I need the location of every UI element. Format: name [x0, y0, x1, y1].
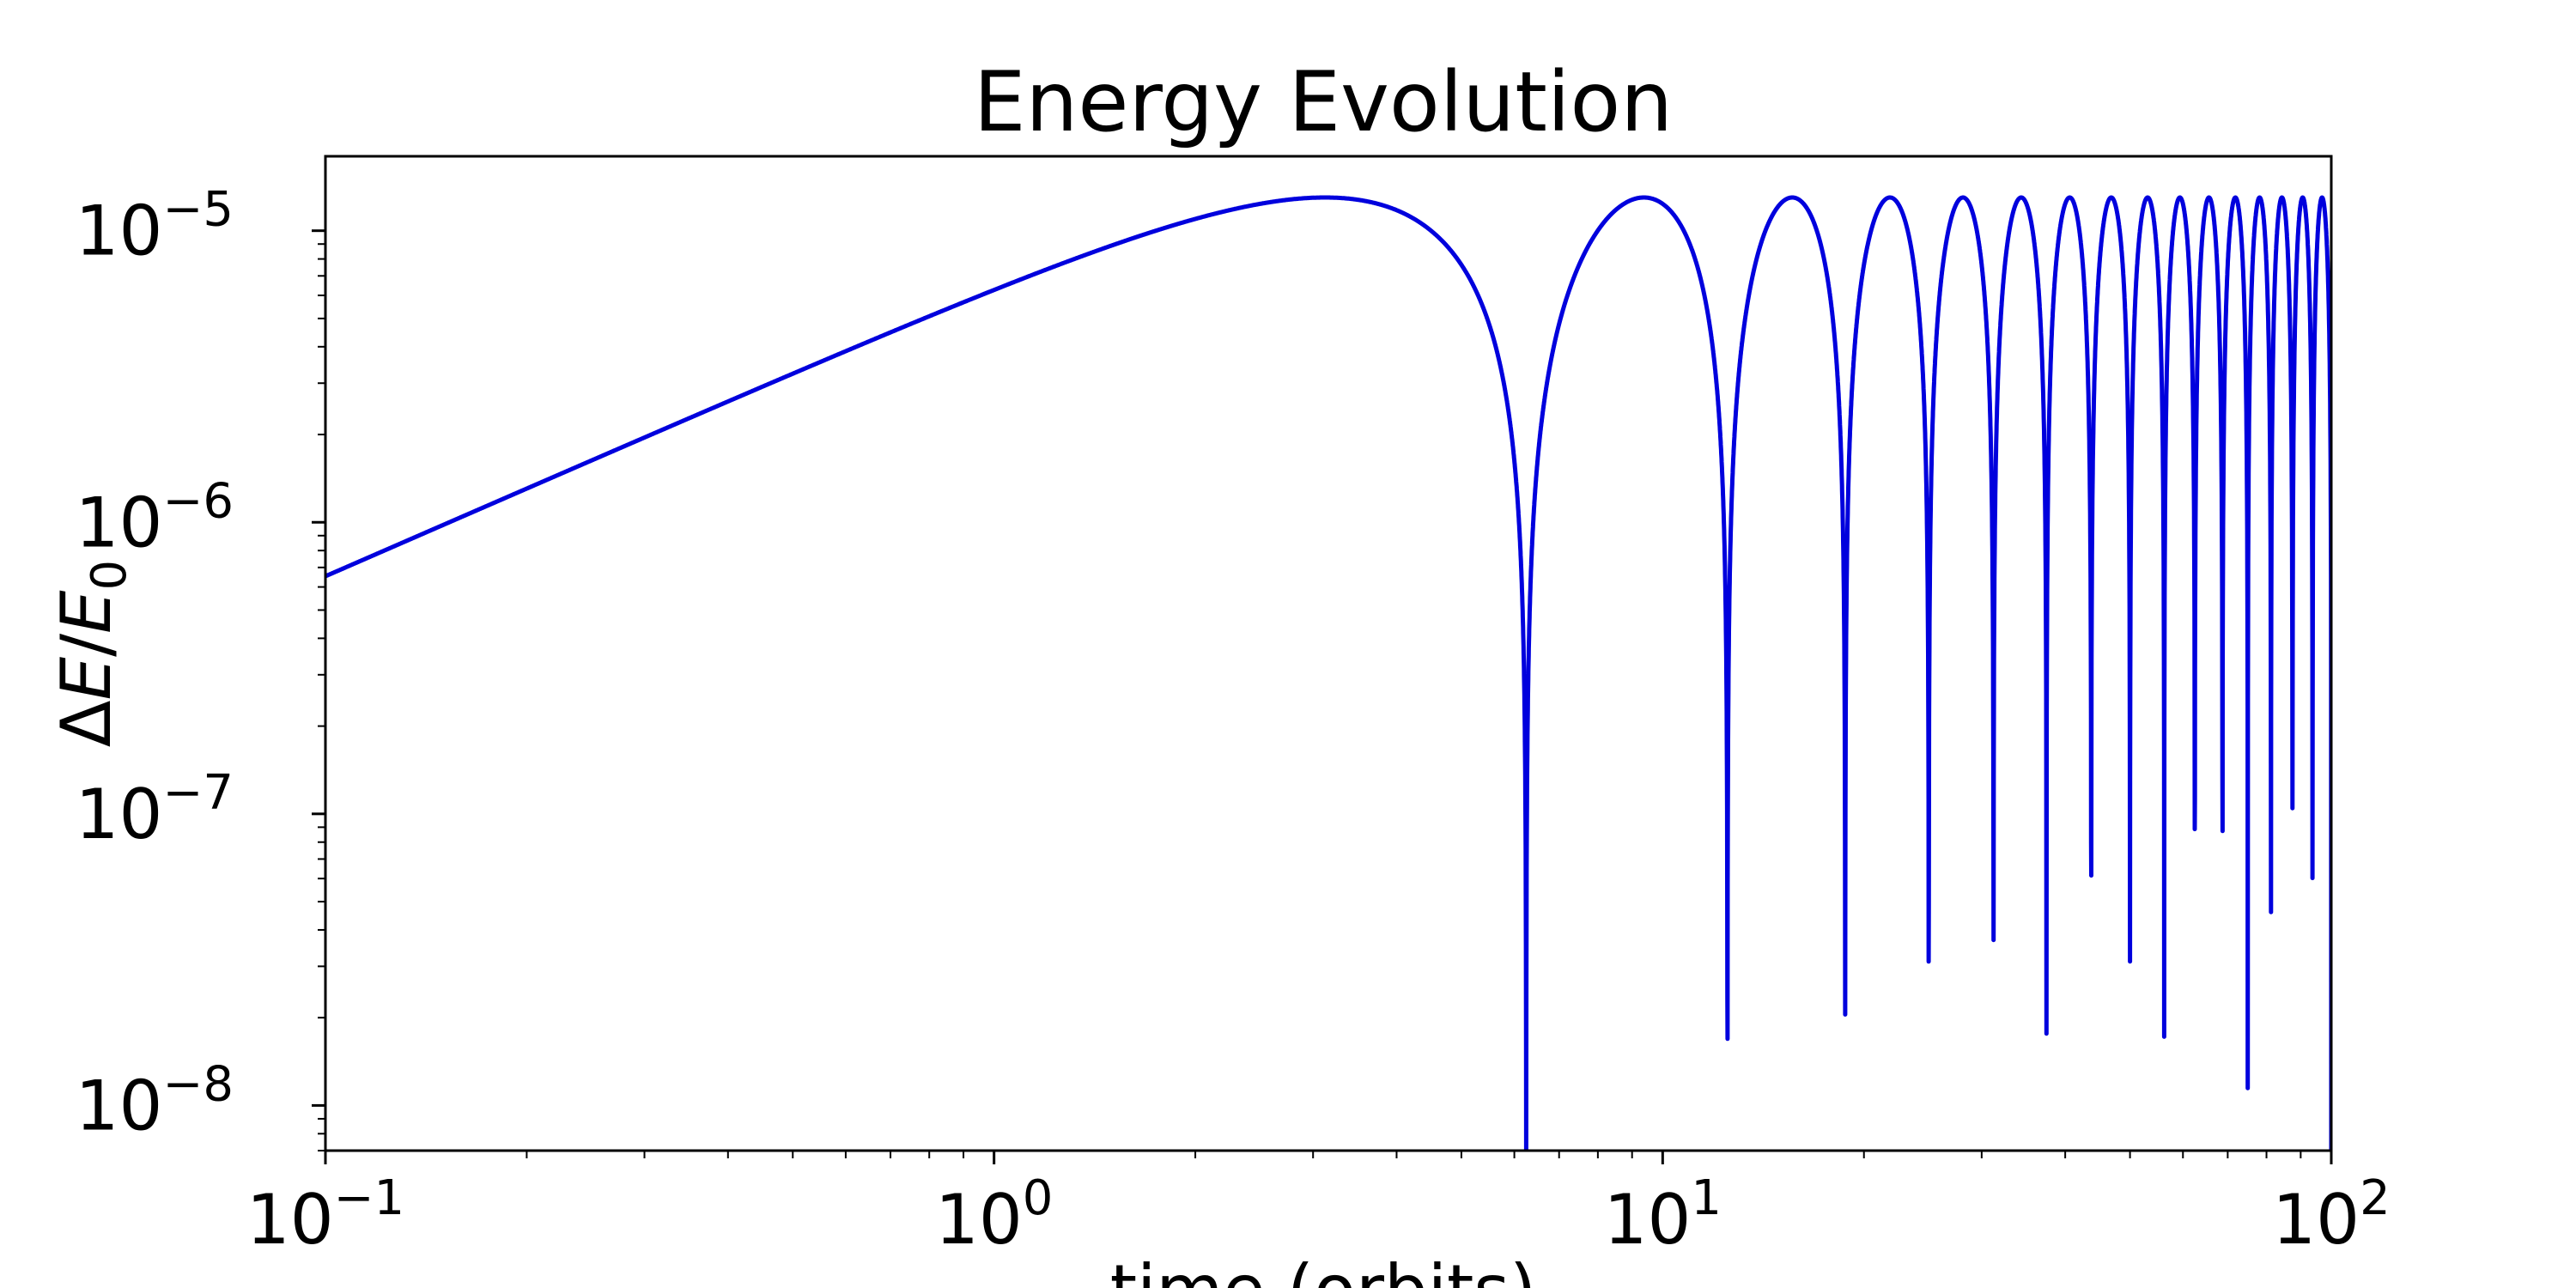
- y-tick-label: 10−7: [76, 765, 234, 854]
- y-tick-labels: 10−8 10−7 10−6 10−5: [76, 182, 234, 1146]
- major-ticks: [312, 229, 2333, 1164]
- y-axis-label: ΔE/E0: [46, 560, 137, 747]
- x-tick-label: 10−1: [246, 1170, 404, 1260]
- x-axis-label: time (orbits): [1110, 1250, 1536, 1288]
- energy-error-line: [325, 195, 2331, 1151]
- x-tick-label: 102: [2272, 1170, 2390, 1260]
- y-tick-label: 10−6: [76, 473, 234, 562]
- y-tick-label: 10−5: [76, 182, 234, 271]
- x-tick-labels: 10−1 100 101 102: [246, 1170, 2391, 1260]
- plot-area-frame: [324, 155, 2333, 1152]
- x-tick-label: 100: [935, 1170, 1053, 1260]
- y-tick-label: 10−8: [76, 1056, 234, 1145]
- chart-title: Energy Evolution: [974, 54, 1673, 150]
- x-tick-label: 101: [1604, 1170, 1722, 1260]
